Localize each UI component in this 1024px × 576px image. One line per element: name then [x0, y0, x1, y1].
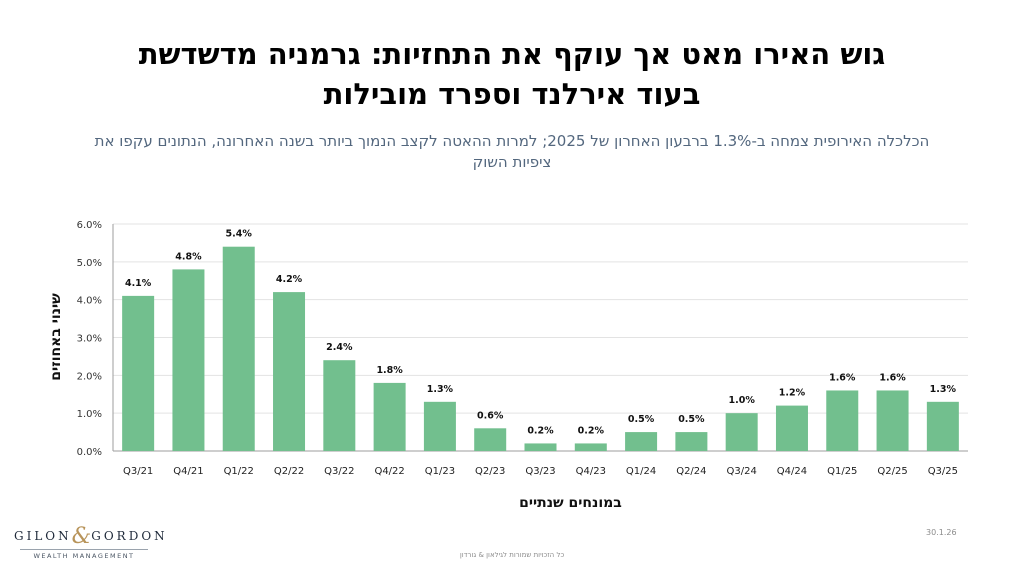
bar — [373, 382, 406, 451]
data-label: 4.2% — [276, 274, 303, 285]
y-tick-label: 5.0% — [77, 258, 102, 269]
data-label: 0.6% — [477, 410, 504, 421]
x-tick-label: Q1/24 — [626, 466, 656, 477]
y-tick-label: 0.0% — [77, 447, 102, 458]
x-tick-label: Q4/21 — [173, 466, 203, 477]
x-tick-label: Q2/24 — [676, 466, 706, 477]
data-label: 0.2% — [527, 425, 554, 436]
y-tick-label: 3.0% — [77, 334, 102, 345]
copyright-footer: כל הזכויות שמורות לגילאון & גורדון — [459, 551, 565, 559]
bar — [273, 292, 306, 451]
bar — [524, 443, 557, 451]
bar — [775, 405, 808, 451]
logo-tagline: WEALTH MANAGEMENT — [33, 552, 135, 560]
logo-name-right: GORDON — [91, 529, 168, 543]
page-title: גוש האירו מאט אך עוקף את התחזיות: גרמניה… — [40, 34, 984, 114]
x-tick-label: Q4/23 — [576, 466, 606, 477]
company-logo: GILON&GORDON WEALTH MANAGEMENT — [14, 524, 165, 563]
data-label: 1.6% — [879, 372, 906, 383]
data-label: 1.0% — [728, 395, 755, 406]
bar — [725, 413, 758, 451]
bar — [675, 432, 708, 451]
x-tick-label: Q3/25 — [928, 466, 958, 477]
x-tick-label: Q3/22 — [324, 466, 354, 477]
subtitle-line-2: ציפיות השוק — [472, 153, 552, 171]
x-tick-label: Q3/21 — [123, 466, 153, 477]
logo-divider — [20, 549, 148, 550]
data-label: 1.8% — [376, 365, 403, 376]
data-label: 1.3% — [930, 384, 957, 395]
x-tick-label: Q1/25 — [827, 466, 857, 477]
bar — [323, 360, 356, 451]
x-tick-label: Q4/24 — [777, 466, 807, 477]
bar — [876, 390, 909, 451]
logo-name-left: GILON — [14, 529, 72, 543]
bar — [222, 246, 255, 451]
x-tick-label: Q2/23 — [475, 466, 505, 477]
bar — [826, 390, 859, 451]
data-label: 0.5% — [678, 414, 705, 425]
x-tick-label: Q2/22 — [274, 466, 304, 477]
x-tick-label: Q1/22 — [224, 466, 254, 477]
y-axis-title: שינוי באחוזים — [48, 293, 64, 381]
data-label: 0.5% — [628, 414, 655, 425]
bar — [122, 295, 155, 451]
x-axis-title: במונחים שנתיים — [519, 495, 622, 511]
subtitle-line-1: הכלכלה האירופית צמחה ב-1.3% ברבעון האחרו… — [94, 132, 930, 150]
bar — [574, 443, 607, 451]
data-label: 1.6% — [829, 372, 856, 383]
data-label: 4.1% — [125, 278, 152, 289]
x-tick-label: Q3/23 — [525, 466, 555, 477]
y-tick-label: 1.0% — [77, 409, 102, 420]
data-label: 4.8% — [175, 251, 202, 262]
bar — [625, 432, 658, 451]
y-tick-label: 6.0% — [77, 220, 102, 231]
x-tick-label: Q1/23 — [425, 466, 455, 477]
data-label: 2.4% — [326, 342, 353, 353]
x-tick-label: Q4/22 — [374, 466, 404, 477]
y-tick-label: 4.0% — [77, 296, 102, 307]
data-label: 0.2% — [578, 425, 605, 436]
bar — [474, 428, 507, 451]
y-tick-label: 2.0% — [77, 371, 102, 382]
date-label: 30.1.26 — [926, 528, 957, 537]
page-subtitle: הכלכלה האירופית צמחה ב-1.3% ברבעון האחרו… — [40, 131, 984, 173]
bar — [423, 401, 456, 451]
bar — [172, 269, 205, 451]
data-label: 1.3% — [427, 384, 454, 395]
bar — [926, 401, 959, 451]
title-line-2: בעוד אירלנד וספרד מובילות — [323, 77, 701, 111]
data-label: 1.2% — [779, 388, 806, 399]
data-label: 5.4% — [226, 229, 253, 240]
x-tick-label: Q2/25 — [877, 466, 907, 477]
title-line-1: גוש האירו מאט אך עוקף את התחזיות: גרמניה… — [138, 37, 886, 71]
logo-ampersand: & — [71, 524, 92, 549]
x-tick-label: Q3/24 — [727, 466, 757, 477]
